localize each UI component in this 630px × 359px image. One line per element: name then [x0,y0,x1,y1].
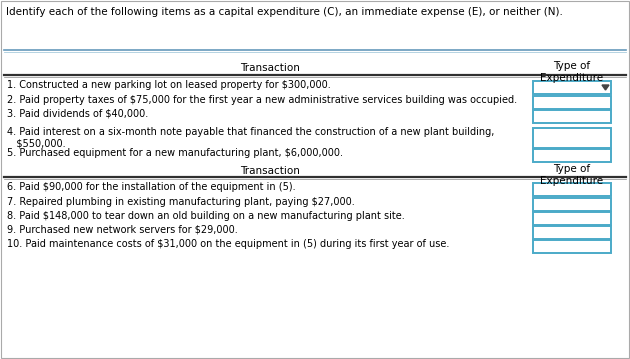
Text: 6. Paid $90,000 for the installation of the equipment in (5).: 6. Paid $90,000 for the installation of … [7,182,295,192]
FancyBboxPatch shape [533,81,611,94]
Text: 10. Paid maintenance costs of $31,000 on the equipment in (5) during its first y: 10. Paid maintenance costs of $31,000 on… [7,239,449,249]
Text: 8. Paid $148,000 to tear down an old building on a new manufacturing plant site.: 8. Paid $148,000 to tear down an old bui… [7,211,404,221]
FancyBboxPatch shape [533,183,611,196]
Text: Transaction: Transaction [240,63,300,73]
FancyBboxPatch shape [533,96,611,109]
FancyBboxPatch shape [533,212,611,225]
Text: 5. Purchased equipment for a new manufacturing plant, $6,000,000.: 5. Purchased equipment for a new manufac… [7,148,343,158]
FancyBboxPatch shape [533,240,611,253]
Text: Transaction: Transaction [240,166,300,176]
Text: 7. Repaired plumbing in existing manufacturing plant, paying $27,000.: 7. Repaired plumbing in existing manufac… [7,197,355,207]
Polygon shape [602,85,609,90]
FancyBboxPatch shape [533,128,611,148]
Text: Identify each of the following items as a capital expenditure (C), an immediate : Identify each of the following items as … [6,7,563,17]
Text: Type of
Expenditure: Type of Expenditure [541,61,604,83]
Text: 2. Paid property taxes of $75,000 for the first year a new administrative servic: 2. Paid property taxes of $75,000 for th… [7,95,517,105]
Text: 1. Constructed a new parking lot on leased property for $300,000.: 1. Constructed a new parking lot on leas… [7,80,331,90]
Text: 4. Paid interest on a six-month note payable that financed the construction of a: 4. Paid interest on a six-month note pay… [7,127,495,149]
Text: 3. Paid dividends of $40,000.: 3. Paid dividends of $40,000. [7,109,148,119]
Text: Type of
Expenditure: Type of Expenditure [541,164,604,186]
FancyBboxPatch shape [533,110,611,123]
FancyBboxPatch shape [533,226,611,239]
FancyBboxPatch shape [533,149,611,162]
Text: 9. Purchased new network servers for $29,000.: 9. Purchased new network servers for $29… [7,225,238,235]
FancyBboxPatch shape [533,198,611,211]
